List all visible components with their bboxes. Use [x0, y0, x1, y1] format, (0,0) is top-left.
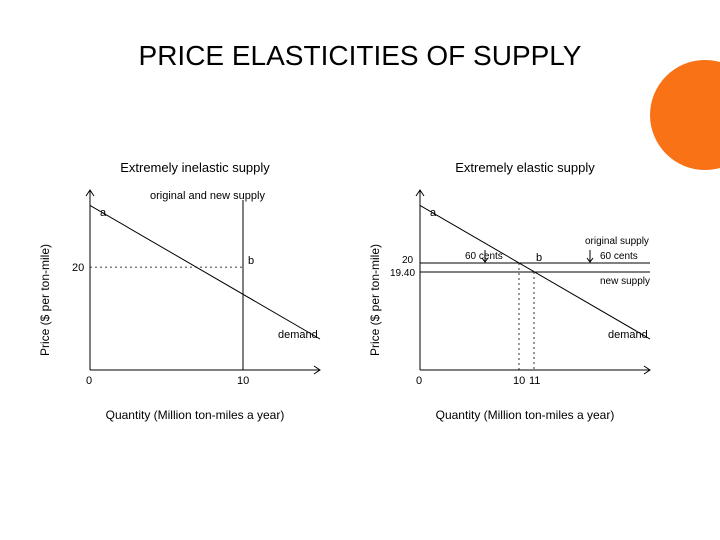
original-supply-label: original supply: [585, 236, 649, 247]
xtick-11: 11: [529, 375, 540, 387]
left-xaxis-label: Quantity (Million ton-miles a year): [50, 408, 340, 422]
right-xaxis-label: Quantity (Million ton-miles a year): [380, 408, 670, 422]
xtick-10: 10: [237, 375, 249, 387]
left-plot-area: a b 20 0 10 original and new supply dema…: [90, 190, 320, 370]
ytick-1940: 19.40: [390, 268, 415, 279]
left-yaxis-label: Price ($ per ton-mile): [38, 244, 52, 356]
point-b-label: b: [248, 255, 254, 267]
supply-label: original and new supply: [150, 190, 265, 202]
xtick-10: 10: [513, 375, 525, 387]
right-chart: Extremely elastic supply Price ($ per to…: [380, 160, 670, 440]
right-plot-svg: a b 20 19.40 0 10 11 original supply 60 …: [420, 190, 650, 370]
new-supply-cents-left: 60 cents: [465, 251, 503, 262]
left-chart: Extremely inelastic supply Price ($ per …: [50, 160, 340, 440]
demand-line: [90, 205, 320, 339]
right-plot-area: a b 20 19.40 0 10 11 original supply 60 …: [420, 190, 650, 370]
ytick-20: 20: [72, 262, 84, 274]
page-title: PRICE ELASTICITIES OF SUPPLY: [0, 40, 720, 72]
decorative-circle: [650, 60, 720, 170]
xtick-0: 0: [86, 375, 92, 387]
left-chart-title: Extremely inelastic supply: [50, 160, 340, 175]
charts-row: Extremely inelastic supply Price ($ per …: [50, 160, 670, 460]
point-a-label: a: [430, 207, 437, 219]
demand-label: demand: [608, 329, 648, 341]
demand-label: demand: [278, 329, 318, 341]
left-plot-svg: a b 20 0 10 original and new supply dema…: [90, 190, 320, 370]
point-a-label: a: [100, 207, 107, 219]
original-supply-cents: 60 cents: [600, 251, 638, 262]
new-supply-label: new supply: [600, 276, 650, 287]
ytick-20: 20: [402, 255, 414, 266]
xtick-0: 0: [416, 375, 422, 387]
point-b-label: b: [536, 252, 542, 264]
right-chart-title: Extremely elastic supply: [380, 160, 670, 175]
right-yaxis-label: Price ($ per ton-mile): [368, 244, 382, 356]
